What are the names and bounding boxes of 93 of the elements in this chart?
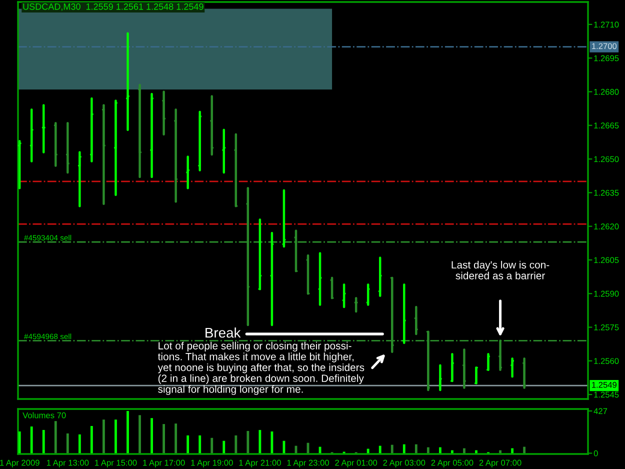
y-tick-label: 1.2575: [594, 324, 619, 330]
candlestick: [366, 284, 370, 306]
bar: [475, 450, 478, 454]
x-tick-label: 2 Apr 03:00: [383, 460, 426, 468]
candlestick: [282, 189, 286, 248]
y-tick-label: 427: [594, 408, 608, 414]
bar: [378, 446, 382, 454]
bar: [30, 426, 33, 454]
y-tick-label: 1.2545: [594, 392, 619, 398]
x-tick-label: 1 Apr 21:00: [239, 460, 281, 468]
bar: [511, 448, 514, 454]
bar: [438, 447, 442, 454]
candlestick: [54, 122, 58, 167]
bar: [246, 430, 250, 454]
annotation: Last day's low is con- sidered as a barrier: [452, 260, 550, 280]
x-tick-label: 1 Apr 15:00: [95, 460, 137, 468]
bar: [198, 435, 202, 454]
y-tick-label: 1.2635: [594, 190, 619, 196]
candlestick: [258, 218, 262, 290]
bar: [54, 421, 57, 454]
y-tick-label: 1.2620: [594, 223, 619, 230]
bar: [66, 433, 69, 454]
candlestick: [522, 358, 526, 389]
annotation: Break: [206, 327, 241, 338]
candlestick: [342, 284, 346, 308]
y-tick-label: 0: [594, 450, 598, 456]
candlestick: [330, 276, 334, 300]
candlestick: [42, 104, 46, 154]
bar: [463, 448, 466, 454]
bar: [234, 435, 238, 454]
y-tick-label: 1.2665: [594, 122, 619, 128]
bar: [210, 438, 214, 454]
bar: [162, 424, 166, 454]
x-tick-label: 1 Apr 17:00: [143, 460, 185, 468]
bar: [414, 444, 418, 454]
candlestick: [318, 252, 322, 306]
candlestick: [174, 108, 178, 203]
bar: [222, 440, 226, 454]
bar: [114, 420, 117, 454]
bar: [186, 435, 190, 454]
annotation: Volumes 70: [22, 412, 66, 418]
candlestick: [222, 128, 226, 174]
candlestick: [66, 122, 70, 174]
ref-line-label: 1.2549: [592, 382, 617, 388]
bar: [78, 434, 81, 454]
bar: [402, 444, 406, 454]
bar: [523, 446, 526, 454]
bar: [90, 426, 93, 454]
bar: [18, 431, 21, 454]
bar: [174, 424, 178, 454]
candlestick: [162, 90, 166, 136]
y-tick-label: 1.2710: [594, 22, 619, 28]
y-tick-label: 1.2560: [594, 358, 619, 364]
bar: [390, 444, 394, 454]
bar: [150, 418, 153, 454]
x-tick-label: 1 Apr 13:00: [46, 460, 89, 468]
bar: [366, 448, 370, 454]
candlestick: [186, 156, 190, 190]
bar: [102, 420, 105, 454]
candlestick: [378, 256, 382, 297]
y-tick-label: 1.2650: [594, 156, 619, 162]
bar: [258, 430, 262, 454]
candlestick: [414, 306, 418, 336]
bar: [138, 415, 141, 454]
candlestick: [354, 296, 358, 313]
y-tick-label: 1.2605: [594, 257, 619, 264]
x-tick-label: 2 Apr 07:00: [479, 460, 522, 468]
bar: [126, 410, 129, 454]
x-tick-label: 1 Apr 23:00: [287, 460, 329, 468]
bar: [451, 450, 454, 454]
x-tick-label: 1 Apr 19:00: [191, 460, 233, 468]
bar: [42, 430, 45, 454]
y-tick-label: 1.2695: [594, 55, 619, 62]
candlestick: [78, 151, 82, 208]
candlestick: [18, 140, 22, 190]
candlestick: [90, 97, 94, 162]
candlestick: [450, 353, 454, 382]
bar: [426, 447, 430, 454]
candlestick: [198, 110, 202, 172]
candlestick: [402, 284, 406, 344]
x-tick-label: 1 Apr 2009: [0, 460, 40, 468]
x-tick-label: 2 Apr 01:00: [335, 460, 378, 468]
candlestick: [126, 32, 130, 131]
candlestick: [510, 358, 514, 378]
candlestick: [438, 364, 442, 392]
chart-title: USDCAD,M30 1.2559 1.2561 1.2548 1.2549: [23, 3, 204, 11]
annotation: Lot of people selling or closing their possi- tions. That makes it move a little bit higher, yet noone is buying after that, so the insiders (2 in a line) are broken down soon. Definitely signal for holding longer for me.: [158, 342, 364, 395]
candlestick: [30, 108, 34, 162]
x-tick-label: 2 Apr 05:00: [431, 460, 474, 468]
ref-line-label: 1.2700: [592, 43, 617, 50]
y-tick-label: 1.2590: [594, 290, 619, 297]
bar: [499, 450, 502, 454]
y-tick-label: 1.2680: [594, 88, 619, 95]
